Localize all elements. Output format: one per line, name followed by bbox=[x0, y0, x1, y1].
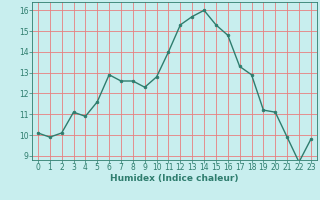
X-axis label: Humidex (Indice chaleur): Humidex (Indice chaleur) bbox=[110, 174, 239, 183]
